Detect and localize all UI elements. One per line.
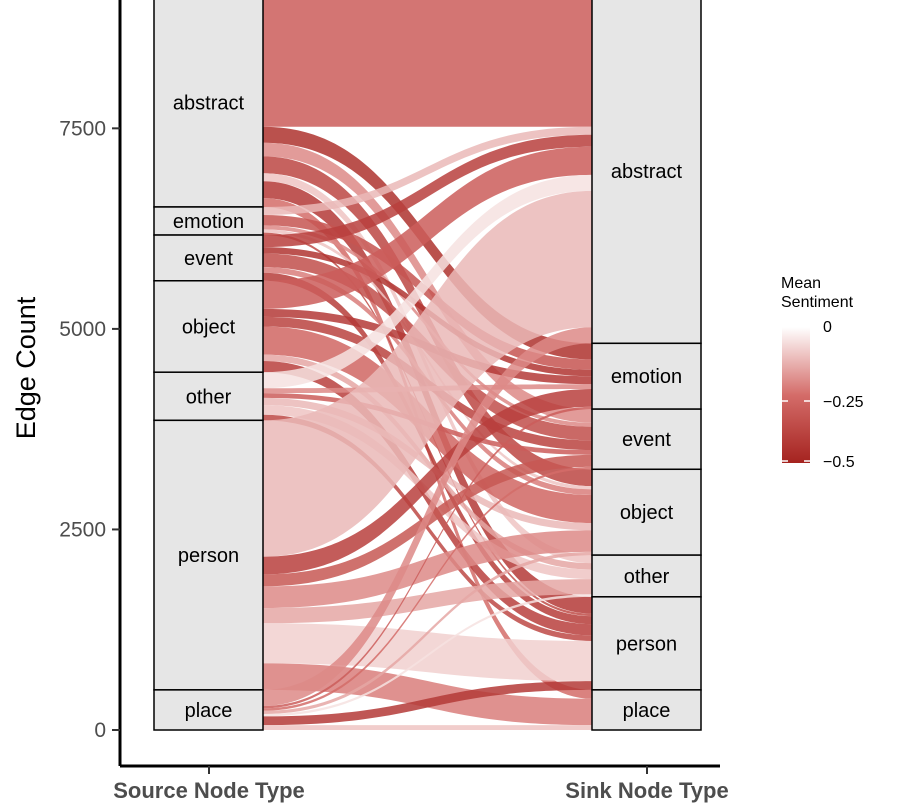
source-node-person	[153, 419, 264, 691]
y-tick-label: 7500	[59, 117, 106, 140]
sink-node-other	[591, 554, 702, 598]
y-tick-label: 2500	[59, 518, 106, 541]
source-node-label-event: event	[184, 248, 233, 270]
source-node-label-abstract: abstract	[173, 93, 245, 115]
x-label-source: Source Node Type	[113, 778, 305, 803]
flow-place-to-other	[263, 594, 592, 717]
flow-person-to-other	[263, 579, 592, 624]
flow-abstract-to-abstract	[263, 0, 592, 127]
sink-node-label-other: other	[624, 566, 670, 588]
legend-title-line1: Mean	[781, 275, 821, 292]
flow-place-to-emotion	[263, 406, 592, 709]
legend: Mean Sentiment 0 −0.25 −0.5	[781, 275, 864, 471]
flow-other-to-person	[263, 414, 592, 641]
flow-place-to-person	[263, 681, 592, 726]
sink-node-emotion	[591, 342, 702, 410]
sink-node-event	[591, 408, 702, 471]
flow-place-to-object	[263, 551, 592, 714]
source-node-label-person: person	[178, 545, 239, 567]
flow-emotion-to-emotion	[263, 214, 592, 370]
flow-other-to-object	[263, 397, 592, 531]
flow-place-to-abstract	[263, 327, 592, 706]
sink-node-label-event: event	[622, 429, 671, 451]
sink-node-place	[591, 689, 702, 731]
x-label-sink: Sink Node Type	[565, 778, 728, 803]
source-node-label-place: place	[185, 700, 233, 722]
source-node-event	[153, 234, 264, 282]
y-tick-label: 5000	[59, 318, 106, 341]
source-node-label-emotion: emotion	[173, 211, 244, 233]
source-node-label-other: other	[186, 386, 232, 408]
flow-person-to-object	[263, 530, 592, 609]
flow-abstract-to-emotion	[263, 126, 592, 360]
sink-node-label-abstract: abstract	[611, 161, 683, 183]
legend-colorbar	[782, 327, 810, 463]
source-node-place	[153, 689, 264, 731]
sink-node-object	[591, 468, 702, 556]
flow-event-to-abstract	[263, 134, 592, 248]
flow-person-to-person	[263, 623, 592, 682]
flow-person-to-emotion	[263, 389, 592, 575]
sink-node-abstract	[591, 0, 702, 345]
y-axis-ticks: 0 2500 5000 7500	[59, 117, 120, 742]
flow-other-to-other	[263, 405, 592, 580]
flow-place-to-event	[263, 466, 592, 711]
y-axis-title: Edge Count	[11, 296, 41, 439]
flow-event-to-person	[263, 272, 592, 625]
flows-layer	[263, 0, 592, 730]
flow-emotion-to-abstract	[263, 126, 592, 215]
legend-title-line2: Sentiment	[781, 294, 854, 311]
legend-tick-label-0: 0	[823, 319, 832, 336]
sink-node-label-place: place	[623, 700, 671, 722]
flow-person-to-abstract	[263, 190, 592, 557]
y-tick-label: 0	[94, 719, 106, 742]
legend-tick-label-1: −0.25	[823, 394, 864, 411]
sink-node-label-person: person	[616, 633, 677, 655]
legend-tick-label-2: −0.5	[823, 454, 855, 471]
sink-node-label-emotion: emotion	[611, 366, 682, 388]
flow-person-to-place	[263, 663, 592, 726]
flow-place-to-place	[263, 725, 592, 730]
sink-node-person	[591, 596, 702, 691]
sink-node-label-object: object	[620, 502, 674, 524]
flow-object-to-abstract	[263, 146, 592, 309]
flow-other-to-abstract	[263, 174, 592, 389]
source-node-label-object: object	[182, 316, 236, 338]
flow-object-to-person	[263, 360, 592, 636]
nodes-layer: abstract emotion event object other person pla…	[153, 0, 702, 731]
